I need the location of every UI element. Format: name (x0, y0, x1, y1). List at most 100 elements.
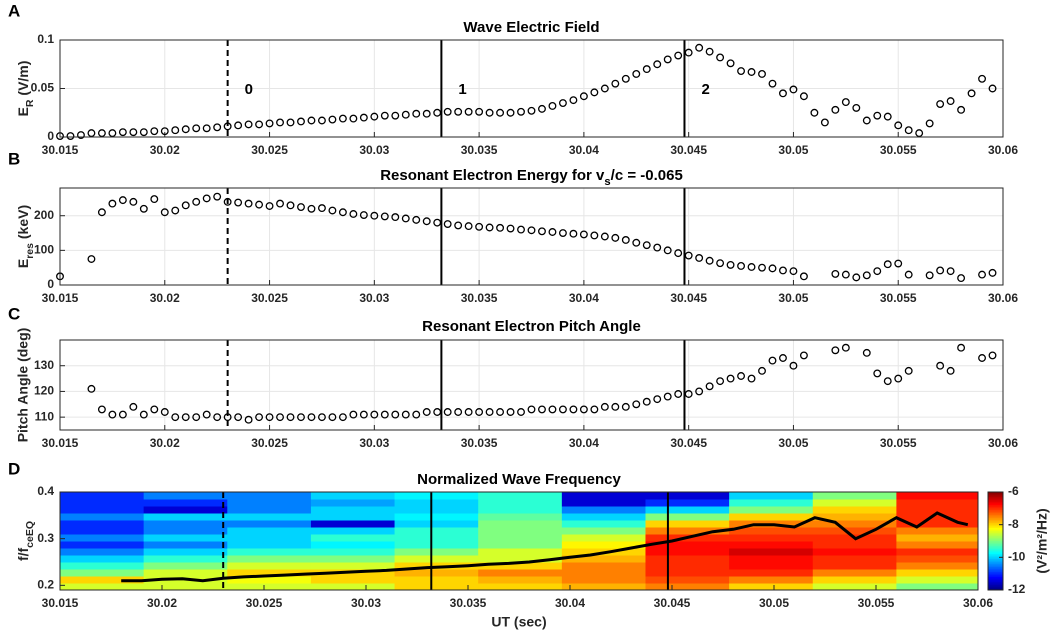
colorbar-segment (988, 511, 1003, 514)
data-point (768, 264, 777, 273)
data-point (768, 356, 777, 365)
colorbar-segment (988, 539, 1003, 542)
data-point (328, 413, 337, 422)
data-point (653, 60, 662, 69)
data-point (202, 194, 211, 203)
x-tick-label: 30.04 (555, 596, 585, 610)
data-point (695, 43, 704, 52)
data-point (317, 204, 326, 213)
colorbar-segment (988, 516, 1003, 519)
heatmap-cell (60, 506, 145, 514)
data-point (255, 200, 264, 209)
heatmap-cell (645, 520, 730, 528)
colorbar-segment (988, 518, 1003, 521)
heatmap-cell (729, 583, 814, 591)
data-point (328, 206, 337, 215)
heatmap-cell (729, 555, 814, 563)
colorbar-segment (988, 588, 1003, 591)
colorbar-segment (988, 562, 1003, 565)
data-point (391, 410, 400, 419)
heatmap-cell (812, 583, 897, 591)
data-point (883, 260, 892, 269)
y-tick-label: 0 (47, 129, 54, 143)
colorbar-segment (988, 505, 1003, 508)
data-point (286, 413, 295, 422)
data-point (454, 107, 463, 116)
data-point (485, 108, 494, 117)
heatmap-cell (143, 569, 228, 577)
data-point (768, 79, 777, 88)
data-point (454, 408, 463, 416)
data-point (464, 408, 473, 416)
data-point (579, 405, 588, 414)
heatmap-cell (143, 562, 228, 570)
data-point (779, 89, 787, 98)
data-point (129, 128, 138, 137)
panel-letter: B (8, 149, 20, 168)
heatmap-cell (812, 520, 897, 528)
data-point (359, 211, 368, 219)
data-point (674, 249, 683, 258)
heatmap-cell (310, 499, 396, 507)
data-point (967, 89, 976, 98)
data-point (779, 354, 787, 362)
heatmap-cell (478, 541, 563, 549)
data-point (380, 212, 389, 221)
heatmap-cell (394, 541, 479, 549)
data-point (517, 225, 525, 234)
y-axis-label-part: (keV) (15, 205, 31, 243)
data-point (422, 217, 431, 226)
heatmap-cell (143, 520, 228, 528)
heatmap-cell (227, 513, 312, 521)
x-tick-label: 30.015 (42, 143, 79, 157)
data-point (328, 115, 337, 124)
heatmap-cell (645, 506, 730, 514)
panel-title: Normalized Wave Frequency (417, 471, 621, 488)
heatmap-cell (394, 576, 479, 584)
data-point (653, 395, 662, 404)
heatmap-cell (561, 520, 646, 528)
y-tick-label: 0.3 (37, 531, 54, 545)
y-tick-label: 110 (35, 409, 55, 423)
data-point (789, 361, 798, 370)
y-axis-label-part: ceEQ (24, 521, 36, 548)
data-point (139, 128, 148, 137)
data-point (97, 208, 106, 217)
colorbar-segment (988, 541, 1003, 544)
data-point (810, 108, 819, 117)
colorbar-segment (988, 583, 1003, 586)
colorbar-segment (988, 495, 1003, 498)
data-point (894, 121, 903, 130)
colorbar-segment (988, 558, 1003, 562)
data-point (611, 79, 620, 88)
data-point (401, 214, 410, 223)
colorbar-frame (987, 491, 1004, 591)
data-point (213, 413, 222, 422)
data-point (77, 131, 85, 140)
heatmap-cell (729, 541, 814, 549)
data-point (904, 126, 913, 135)
data-point (663, 246, 672, 255)
heatmap-cell (812, 527, 897, 535)
heatmap-cell (812, 576, 897, 584)
heatmap-cell (729, 527, 814, 535)
y-axis-label-part: E (15, 259, 31, 268)
heatmap-cell (60, 499, 145, 507)
colorbar-segment (988, 550, 1003, 553)
data-point (338, 413, 347, 422)
colorbar-segment (988, 531, 1003, 534)
y-axis-label-part: f/f (15, 547, 31, 561)
data-point (97, 405, 106, 414)
colorbar-segment (988, 565, 1003, 568)
data-point (883, 377, 892, 386)
data-point (276, 413, 284, 422)
data-point (391, 213, 400, 222)
colorbar-segment (988, 557, 1003, 560)
data-point (317, 116, 326, 125)
heatmap-cell (227, 492, 312, 500)
heatmap-cell (478, 548, 563, 556)
data-point (590, 405, 599, 414)
heatmap-cell (394, 555, 479, 563)
x-tick-label: 30.06 (963, 596, 993, 610)
data-point (517, 408, 525, 416)
